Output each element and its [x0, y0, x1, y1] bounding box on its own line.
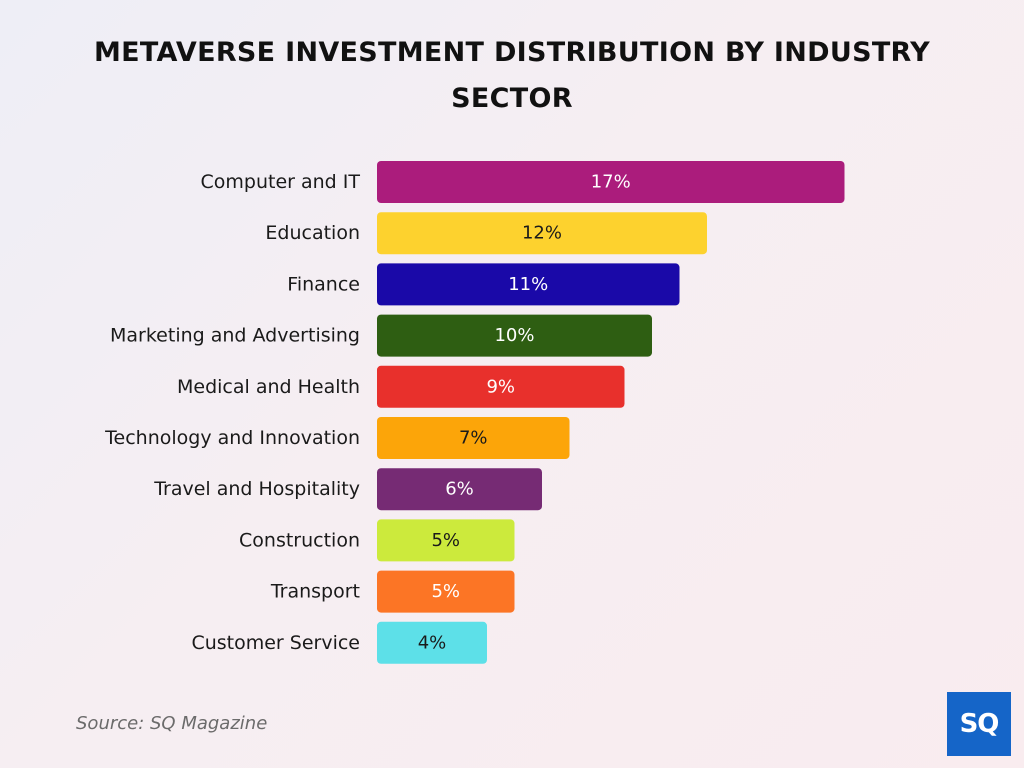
- value-label-0: 17%: [591, 172, 631, 193]
- value-label-6: 6%: [445, 479, 474, 500]
- value-label-9: 4%: [418, 632, 447, 653]
- value-label-3: 10%: [494, 325, 534, 346]
- bar-8: [377, 570, 515, 613]
- category-label-3: Marketing and Advertising: [110, 325, 360, 347]
- bar-4: [377, 365, 625, 408]
- category-label-0: Computer and IT: [201, 171, 361, 193]
- bar-5: [377, 417, 570, 459]
- category-label-6: Travel and Hospitality: [153, 478, 360, 500]
- bar-2: [377, 263, 680, 306]
- category-label-1: Education: [265, 222, 360, 244]
- sq-logo-text: SQ: [959, 709, 1000, 739]
- bar-6: [377, 468, 542, 511]
- source-text: Source: SQ Magazine: [76, 713, 268, 734]
- bar-0: [377, 161, 845, 203]
- value-label-8: 5%: [431, 581, 460, 602]
- category-label-8: Transport: [270, 581, 360, 603]
- sq-logo: SQ: [947, 692, 1011, 756]
- value-label-2: 11%: [508, 274, 548, 295]
- chart-title: METAVERSE INVESTMENT DISTRIBUTION BY IND…: [93, 37, 931, 114]
- value-label-1: 12%: [522, 223, 562, 244]
- bar-3: [377, 314, 652, 357]
- category-label-9: Customer Service: [191, 632, 360, 654]
- value-label-5: 7%: [459, 428, 488, 449]
- category-label-2: Finance: [287, 273, 360, 295]
- value-label-4: 9%: [486, 376, 515, 397]
- bars-group: Computer and IT 17% Education 12% Finance 11%…: [104, 161, 845, 664]
- category-label-7: Construction: [239, 529, 360, 551]
- value-label-7: 5%: [431, 530, 460, 551]
- bar-1: [377, 212, 707, 255]
- bar-7: [377, 519, 515, 562]
- category-label-4: Medical and Health: [177, 376, 360, 398]
- category-label-5: Technology and Innovation: [104, 427, 360, 449]
- bar-9: [377, 621, 487, 664]
